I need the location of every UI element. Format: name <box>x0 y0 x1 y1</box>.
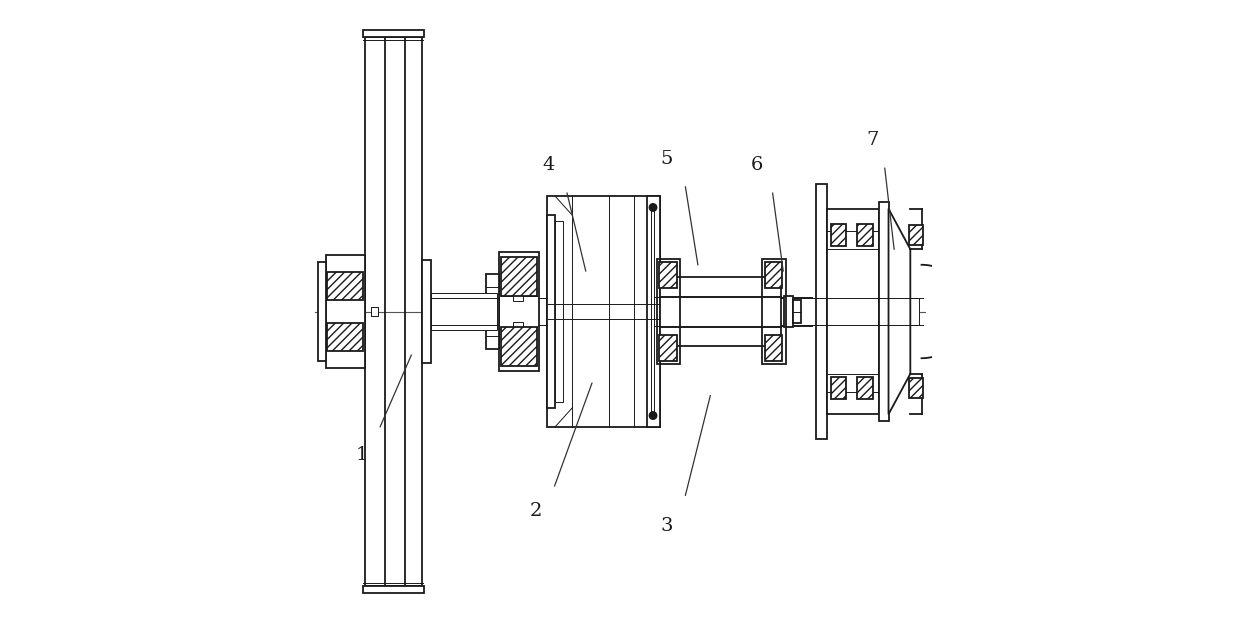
Bar <box>547 196 661 427</box>
Bar <box>784 296 794 327</box>
Bar <box>319 262 326 361</box>
Text: 7: 7 <box>866 131 878 149</box>
Bar <box>794 300 801 323</box>
Bar <box>647 196 661 427</box>
Bar <box>427 298 919 325</box>
Bar <box>831 224 846 246</box>
Bar <box>857 377 873 399</box>
Bar <box>765 335 782 361</box>
Bar <box>879 202 889 421</box>
Bar <box>909 378 923 398</box>
Bar <box>763 259 786 364</box>
Bar <box>660 262 677 288</box>
Bar <box>909 225 923 245</box>
Text: 4: 4 <box>542 156 554 174</box>
Bar <box>657 259 681 364</box>
Bar <box>501 327 537 366</box>
Polygon shape <box>889 209 910 414</box>
Bar <box>827 209 879 414</box>
Bar <box>513 322 523 328</box>
Circle shape <box>650 412 657 419</box>
Bar <box>501 257 537 296</box>
Bar <box>327 323 363 351</box>
Circle shape <box>650 204 657 211</box>
Bar <box>486 274 498 349</box>
Text: 2: 2 <box>529 502 542 520</box>
Bar <box>371 307 378 316</box>
Bar <box>422 260 432 363</box>
Bar <box>363 30 424 37</box>
Bar <box>547 215 556 408</box>
Bar <box>432 293 497 330</box>
Bar <box>765 262 782 288</box>
Bar <box>556 221 563 402</box>
Bar <box>498 252 539 371</box>
Bar <box>513 295 523 301</box>
Bar <box>816 184 827 439</box>
Text: 3: 3 <box>661 518 673 535</box>
Bar <box>660 335 677 361</box>
Bar <box>651 209 655 414</box>
Bar <box>371 307 378 316</box>
Text: 6: 6 <box>751 156 764 174</box>
Bar <box>327 272 363 300</box>
Text: 5: 5 <box>661 150 673 168</box>
Bar <box>831 377 846 399</box>
Bar <box>857 224 873 246</box>
Bar <box>326 255 365 368</box>
Bar <box>661 277 781 346</box>
Bar <box>363 586 424 593</box>
Text: 1: 1 <box>356 446 367 464</box>
